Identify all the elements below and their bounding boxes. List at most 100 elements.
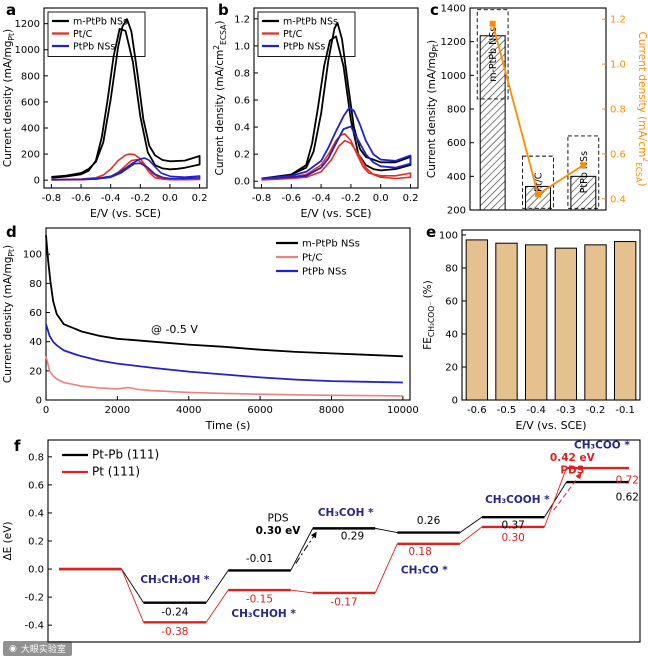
svg-text:0.37: 0.37 [501,519,524,531]
svg-text:ΔE (eV): ΔE (eV) [2,522,14,561]
panel-d-label: d [6,223,17,241]
svg-text:1400: 1400 [441,4,466,15]
svg-text:-0.6: -0.6 [71,193,91,204]
svg-text:Time (s): Time (s) [205,419,251,432]
svg-text:Current density (mA/mgPt): Current density (mA/mgPt) [426,40,440,178]
svg-text:0.72: 0.72 [616,474,639,486]
svg-text:1.0: 1.0 [610,60,626,71]
svg-text:0.8: 0.8 [234,68,250,79]
svg-text:1.2: 1.2 [234,14,250,25]
svg-text:0.29: 0.29 [341,531,364,543]
svg-text:0: 0 [36,396,42,407]
svg-text:0.0: 0.0 [234,177,250,188]
svg-text:-0.01: -0.01 [246,553,273,565]
svg-text:CH₃COOH *: CH₃COOH * [485,494,550,506]
svg-text:-0.4: -0.4 [101,193,121,204]
watermark-text: 大眼实验室 [20,645,66,655]
svg-text:0.6: 0.6 [234,96,250,107]
svg-text:0.6: 0.6 [28,480,44,491]
svg-text:-0.6: -0.6 [282,193,302,204]
panel-b: b -0.8 -0.6 -0.4 -0.2 0.0 0.2 0.0 0.2 0.4 0.6 0.8 1… [212,0,424,222]
svg-text:200: 200 [447,206,466,217]
svg-text:-0.4: -0.4 [24,621,44,632]
svg-text:Current density (mA/mgPt): Current density (mA/mgPt) [2,245,16,383]
svg-text:0.30: 0.30 [501,532,524,544]
svg-text:0.8: 0.8 [610,105,626,116]
panel-f: f -0.4 -0.2 0.0 0.2 0.4 0.6 0.8 ΔE (eV) CH₃CH₂OH… [0,434,648,654]
svg-text:1.2: 1.2 [610,15,626,26]
svg-text:0: 0 [452,396,458,407]
svg-text:600: 600 [447,138,466,149]
panel-e-chart: -0.6 -0.5 -0.4 -0.3 -0.2 -0.1 0 20 40 60 80 100 E/V … [422,229,641,432]
svg-text:0.0: 0.0 [28,565,44,576]
row-bottom: f -0.4 -0.2 0.0 0.2 0.4 0.6 0.8 ΔE (eV) CH₃CH₂OH… [0,434,648,654]
svg-text:0.18: 0.18 [408,546,431,558]
svg-text:8000: 8000 [319,405,344,416]
svg-text:-0.2: -0.2 [586,405,606,416]
panel-b-label: b [218,1,229,19]
svg-text:E/V (vs. SCE): E/V (vs. SCE) [90,207,161,220]
svg-text:600: 600 [21,97,40,108]
svg-text:m-PtPb NSs: m-PtPb NSs [488,27,499,82]
watermark: ◉ 大眼实验室 [3,641,72,656]
svg-text:100: 100 [439,230,458,241]
svg-text:CH₃COH *: CH₃COH * [318,507,374,519]
svg-text:Pt/C: Pt/C [73,29,93,40]
svg-text:0.4: 0.4 [610,194,626,205]
svg-text:-0.38: -0.38 [161,626,188,638]
svg-text:FECH₃COO⁻ (%): FECH₃COO⁻ (%) [422,280,436,350]
panel-a: a -0.8 -0.6 -0.4 -0.2 0.0 0.2 0 200 400 600 800 100… [0,0,212,222]
svg-text:-0.17: -0.17 [330,597,357,609]
panel-d: d 0 2000 4000 6000 8000 10000 0 20 40 60 80 100 Time… [0,222,420,434]
svg-text:10000: 10000 [387,405,419,416]
svg-text:-0.8: -0.8 [252,193,272,204]
svg-text:-0.3: -0.3 [556,405,576,416]
panel-e-label: e [426,223,437,241]
svg-text:-0.2: -0.2 [131,193,151,204]
svg-text:1000: 1000 [441,71,466,82]
svg-text:1000: 1000 [15,45,40,56]
panel-a-label: a [6,1,17,19]
svg-text:0: 0 [43,405,49,416]
panel-e: e -0.6 -0.5 -0.4 -0.3 -0.2 -0.1 0 20 40 60 80 100 E/… [420,222,648,434]
svg-text:Pt (111): Pt (111) [92,465,140,479]
svg-text:1200: 1200 [15,19,40,30]
svg-text:0.4: 0.4 [234,123,250,134]
svg-text:-0.8: -0.8 [42,193,62,204]
svg-text:E/V (vs. SCE): E/V (vs. SCE) [515,419,586,432]
svg-text:400: 400 [447,172,466,183]
svg-text:0.8: 0.8 [28,452,44,463]
svg-text:Pt-Pb (111): Pt-Pb (111) [92,448,159,462]
svg-text:60: 60 [445,296,458,307]
svg-text:20: 20 [29,366,42,377]
svg-text:0.2: 0.2 [192,193,208,204]
svg-text:PDS: PDS [560,465,584,477]
svg-text:Current density (mA/cm2ECSA): Current density (mA/cm2ECSA) [212,21,228,176]
svg-text:-0.5: -0.5 [497,405,517,416]
svg-text:60: 60 [29,308,42,319]
svg-text:800: 800 [21,71,40,82]
row-middle: d 0 2000 4000 6000 8000 10000 0 20 40 60 80 100 Time… [0,222,648,434]
svg-text:PtPb NSs: PtPb NSs [302,267,347,278]
svg-text:40: 40 [445,329,458,340]
svg-text:0.2: 0.2 [403,193,419,204]
svg-text:CH₃COO *: CH₃COO * [574,439,630,451]
panel-c-label: c [430,1,439,19]
svg-text:PtPb NSs: PtPb NSs [283,42,325,53]
svg-text:-0.2: -0.2 [341,193,361,204]
svg-text:0.0: 0.0 [162,193,178,204]
svg-text:6000: 6000 [247,405,272,416]
panel-c: c 200 400 600 800 1000 1200 1400 0.4 0.6 0.8 1.0 1.… [424,0,648,222]
svg-text:m-PtPb NSs: m-PtPb NSs [302,239,360,250]
svg-text:PtPb NSs: PtPb NSs [579,151,590,193]
svg-text:@ -0.5 V: @ -0.5 V [151,323,198,336]
svg-text:Pt/C: Pt/C [283,29,303,40]
svg-text:400: 400 [21,124,40,135]
svg-text:1200: 1200 [441,37,466,48]
svg-text:CH₃CHOH *: CH₃CHOH * [231,608,296,620]
svg-text:2000: 2000 [105,405,130,416]
svg-text:0.2: 0.2 [28,537,44,548]
panel-c-chart: 200 400 600 800 1000 1200 1400 0.4 0.6 0.8 1.0 1.2 m… [426,4,648,217]
svg-text:40: 40 [29,337,42,348]
